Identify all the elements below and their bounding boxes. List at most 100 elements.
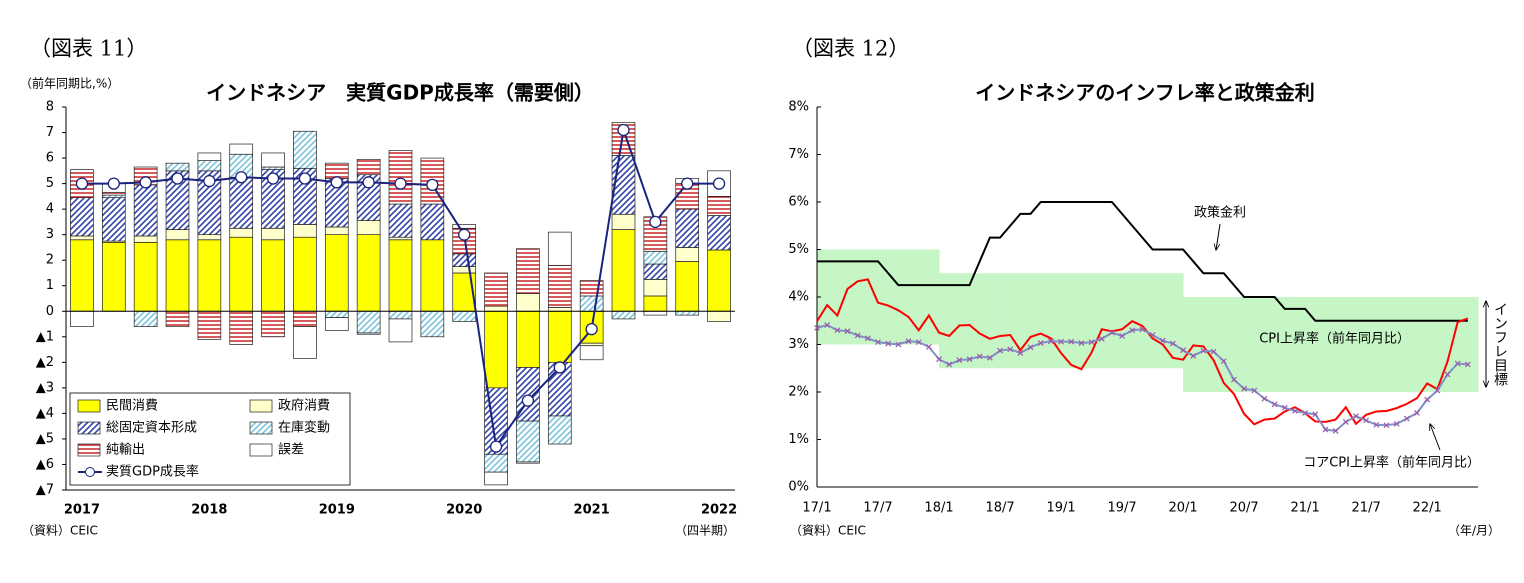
x-tick-label: 21/7 bbox=[1352, 501, 1381, 516]
bar-segment bbox=[707, 310, 731, 322]
bar-segment bbox=[356, 234, 381, 312]
series-marker bbox=[1220, 358, 1227, 365]
chart-2: （図表 12） インドネシアのインフレ率と政策金利 （年/月） （資料）CEIC… bbox=[788, 37, 1508, 538]
x-tick-label: 19/1 bbox=[1046, 501, 1075, 516]
series-marker bbox=[1047, 338, 1054, 345]
series-marker bbox=[1403, 415, 1410, 422]
series-marker bbox=[936, 356, 942, 363]
bar-segment bbox=[197, 239, 222, 312]
target-band bbox=[827, 249, 838, 345]
series-marker bbox=[925, 343, 932, 350]
bar-segment bbox=[579, 345, 604, 361]
bar-segment bbox=[229, 176, 254, 229]
target-band bbox=[1000, 273, 1011, 369]
bar-segment bbox=[707, 196, 731, 216]
bar-segment bbox=[70, 235, 94, 241]
target-band bbox=[1101, 273, 1113, 369]
x-tick-label: 20/1 bbox=[1168, 501, 1197, 516]
legend-label: 誤差 bbox=[278, 442, 304, 458]
gdp-marker bbox=[649, 215, 662, 229]
bar-segment bbox=[547, 264, 572, 308]
bar-segment bbox=[261, 227, 285, 241]
bar-segment bbox=[133, 241, 158, 312]
target-band bbox=[1274, 297, 1286, 392]
target-band bbox=[867, 249, 879, 345]
bar-segment bbox=[101, 241, 126, 312]
target-band bbox=[1193, 297, 1204, 392]
target-band bbox=[1183, 297, 1194, 392]
gdp-marker bbox=[362, 176, 375, 189]
series-marker bbox=[1037, 340, 1044, 346]
bar-segment bbox=[675, 247, 700, 262]
y-tick-label: ▲7 bbox=[36, 483, 54, 498]
series-marker bbox=[824, 322, 831, 328]
bar-segment bbox=[165, 239, 190, 312]
target-band bbox=[1254, 297, 1265, 392]
series-marker bbox=[1464, 361, 1471, 368]
target-band bbox=[1416, 297, 1428, 392]
y-tick-label: 0 bbox=[46, 304, 54, 319]
y-tick-label: 1% bbox=[788, 432, 809, 447]
bar-segment bbox=[643, 295, 668, 312]
series-marker bbox=[1454, 360, 1461, 367]
target-band bbox=[1040, 273, 1052, 369]
series-marker bbox=[1322, 426, 1329, 433]
x-tick-label: 17/7 bbox=[863, 501, 892, 516]
gdp-marker bbox=[521, 394, 535, 407]
series-marker bbox=[834, 327, 841, 334]
target-band bbox=[969, 273, 981, 369]
series-marker bbox=[905, 338, 912, 345]
legend-box bbox=[69, 392, 351, 486]
y-tick-label: 4% bbox=[788, 290, 809, 305]
bar-segment bbox=[356, 332, 381, 335]
series-marker bbox=[885, 340, 892, 347]
target-band bbox=[1467, 297, 1479, 392]
y-tick-label: 3 bbox=[46, 227, 54, 242]
gdp-marker bbox=[458, 228, 471, 241]
series-marker bbox=[1414, 409, 1420, 416]
gdp-marker bbox=[203, 174, 216, 188]
bar-segment bbox=[484, 471, 508, 486]
gdp-marker bbox=[330, 176, 343, 189]
bar-segment bbox=[675, 261, 700, 312]
bar-segment bbox=[293, 224, 317, 238]
target-band bbox=[1020, 273, 1032, 369]
gdp-marker bbox=[171, 172, 184, 185]
gdp-marker bbox=[235, 171, 248, 184]
bar-segment bbox=[388, 310, 413, 320]
series-marker bbox=[1129, 327, 1136, 334]
series-marker bbox=[1312, 411, 1319, 418]
gdp-marker bbox=[426, 178, 439, 192]
x-tick-label: 19/7 bbox=[1107, 501, 1136, 516]
bar-segment bbox=[547, 231, 572, 266]
y-tick-label: ▲5 bbox=[36, 431, 54, 446]
bar-segment bbox=[388, 239, 413, 312]
bar-segment bbox=[452, 224, 477, 229]
bar-segment bbox=[484, 453, 508, 473]
target-band bbox=[1376, 297, 1387, 392]
series-marker bbox=[854, 332, 861, 339]
series-marker bbox=[1159, 337, 1166, 344]
x-tick-label: 2019 bbox=[319, 503, 355, 518]
bar-segment bbox=[452, 253, 477, 267]
series-marker bbox=[895, 341, 902, 348]
series-marker bbox=[1200, 347, 1207, 354]
bar-segment bbox=[484, 310, 508, 389]
series-marker bbox=[1271, 401, 1278, 408]
gdp-marker bbox=[553, 361, 566, 374]
bar-segment bbox=[643, 263, 668, 280]
target-band bbox=[1162, 273, 1174, 369]
bar-segment bbox=[484, 272, 508, 307]
bar-segment bbox=[420, 239, 445, 312]
bar-segment bbox=[643, 310, 668, 316]
target-band bbox=[1305, 297, 1316, 392]
series-marker bbox=[1078, 340, 1085, 346]
target-band bbox=[1030, 273, 1042, 369]
figure-label: （図表 11） bbox=[30, 37, 147, 61]
bar-segment bbox=[197, 234, 222, 241]
target-band bbox=[1335, 297, 1347, 392]
legend-swatch bbox=[249, 443, 273, 457]
series-marker bbox=[1424, 396, 1431, 403]
series-marker bbox=[1231, 376, 1237, 383]
